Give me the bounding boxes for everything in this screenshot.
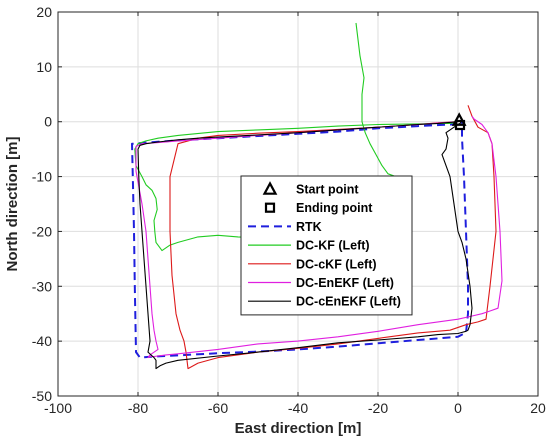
ending-point-marker xyxy=(454,119,466,131)
start-point-marker xyxy=(451,112,467,126)
legend-ending-point-label: Ending point xyxy=(296,201,373,215)
series-layer xyxy=(131,22,503,370)
y-tick-label: -20 xyxy=(32,223,52,239)
x-tick-label: -80 xyxy=(128,400,148,416)
series-line-0 xyxy=(131,121,469,359)
y-axis-label: North direction [m] xyxy=(4,137,21,272)
y-tick-label: -40 xyxy=(32,333,52,349)
legend-start-point-symbol xyxy=(262,181,278,195)
legend-series-1-label: DC-KF (Left) xyxy=(296,239,370,253)
legend-series-4-label: DC-cEnEKF (Left) xyxy=(296,295,401,309)
x-tick-label: -100 xyxy=(44,400,72,416)
legend-ending-point-symbol xyxy=(264,202,276,213)
x-tick-label: 0 xyxy=(454,400,462,416)
x-tick-label: -40 xyxy=(288,400,308,416)
x-axis-label: East direction [m] xyxy=(235,420,362,437)
series-line-4 xyxy=(137,121,473,370)
series-line-1 xyxy=(134,22,459,252)
series-line-3 xyxy=(135,115,503,359)
y-tick-label: -10 xyxy=(32,169,52,185)
legend: Start point Ending point RTK DC-KF (Left) DC… xyxy=(240,175,413,316)
x-tick-label: -20 xyxy=(368,400,388,416)
y-tick-label: 10 xyxy=(36,59,52,75)
y-tick-label: 20 xyxy=(36,4,52,20)
legend-series-2-label: DC-cKF (Left) xyxy=(296,257,377,271)
y-tick-label: -30 xyxy=(32,278,52,294)
legend-start-point-label: Start point xyxy=(296,183,359,197)
legend-series-3-label: DC-EnEKF (Left) xyxy=(296,276,394,290)
y-tick-label: 0 xyxy=(44,114,52,130)
legend-series-0-label: RTK xyxy=(296,220,322,234)
marker-layer xyxy=(451,112,467,131)
series-line-2 xyxy=(169,105,497,370)
y-tick-label: -50 xyxy=(32,388,52,404)
x-tick-label: -60 xyxy=(208,400,228,416)
x-tick-label: 20 xyxy=(530,400,546,416)
